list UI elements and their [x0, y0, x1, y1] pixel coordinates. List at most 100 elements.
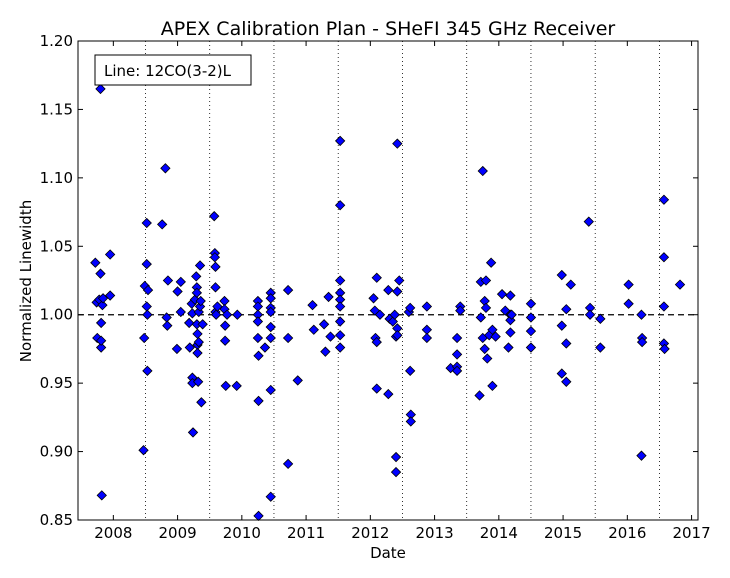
data-point [500, 305, 511, 316]
y-tick-label: 1.05 [40, 237, 73, 255]
data-point [141, 258, 152, 270]
data-point [141, 217, 152, 229]
data-points [90, 83, 686, 522]
data-point [392, 286, 403, 297]
data-point [405, 416, 416, 427]
data-point [392, 138, 403, 149]
data-point [334, 275, 346, 286]
data-point [308, 324, 319, 335]
data-point [231, 380, 242, 392]
data-point [480, 275, 492, 286]
data-point [371, 336, 382, 348]
data-point [374, 309, 386, 320]
y-tick-label: 1.15 [40, 100, 73, 118]
y-axis-label: Normalized Linewidth [17, 200, 35, 362]
data-point [556, 320, 567, 331]
data-point [210, 309, 222, 320]
data-point [184, 342, 195, 353]
data-point [172, 286, 183, 297]
x-tick-label: 2012 [351, 524, 389, 542]
data-point [221, 309, 233, 320]
data-point [485, 257, 497, 268]
legend-box [94, 54, 252, 86]
data-point [212, 301, 223, 312]
data-point [474, 390, 485, 401]
chart-title: APEX Calibration Plan - SHeFI 345 GHz Re… [161, 18, 616, 40]
data-point [194, 301, 206, 312]
y-tick-label: 1.20 [40, 32, 73, 50]
data-point [197, 319, 208, 330]
data-point [97, 299, 108, 311]
data-point [138, 445, 149, 456]
data-point [191, 271, 202, 282]
data-point [658, 301, 670, 312]
data-point [561, 376, 572, 387]
data-point [480, 302, 492, 314]
data-point [325, 331, 336, 342]
data-point [191, 287, 203, 298]
data-point [525, 312, 537, 323]
data-point [193, 306, 204, 318]
data-point [623, 298, 634, 309]
data-point [253, 395, 264, 407]
data-point [658, 252, 670, 263]
data-point [292, 375, 303, 386]
data-point [506, 309, 517, 320]
y-tick-label: 0.95 [40, 374, 73, 392]
data-point [334, 342, 346, 353]
data-point [175, 276, 186, 288]
y-tick-label: 1.10 [40, 169, 73, 187]
data-point [390, 466, 402, 478]
y-tick-label: 0.90 [40, 443, 73, 461]
data-point [187, 427, 199, 438]
data-point [157, 219, 168, 230]
data-point [210, 261, 221, 272]
data-point [95, 342, 107, 353]
data-point [97, 293, 109, 304]
data-point [210, 282, 221, 293]
data-point [219, 320, 231, 331]
data-point [455, 305, 466, 316]
data-point [265, 384, 276, 396]
axis-ticks [78, 40, 698, 521]
y-tick-label: 0.85 [40, 511, 73, 529]
data-point [392, 330, 403, 341]
data-point [96, 490, 107, 501]
data-point [659, 343, 670, 355]
data-point [487, 380, 498, 392]
data-point [451, 365, 463, 376]
data-point [95, 335, 107, 346]
x-tick-label: 2013 [415, 524, 453, 542]
data-point [307, 299, 318, 311]
data-point [383, 284, 394, 296]
x-tick-label: 2017 [672, 524, 710, 542]
data-point [90, 257, 101, 268]
data-point [421, 301, 433, 312]
x-tick-label: 2008 [94, 524, 132, 542]
data-point [265, 321, 276, 333]
data-point [139, 332, 150, 344]
data-point [334, 330, 346, 341]
data-point [371, 272, 382, 283]
data-point [162, 275, 174, 286]
x-tick-label: 2016 [608, 524, 646, 542]
data-point [194, 260, 206, 271]
data-point [183, 317, 195, 329]
data-point [583, 216, 594, 227]
data-point [195, 295, 206, 307]
x-tick-label: 2014 [480, 524, 518, 542]
data-point [505, 327, 516, 338]
data-point [192, 347, 203, 359]
data-point [479, 343, 490, 355]
data-point [505, 290, 516, 301]
tick-labels: 2008 2009 2010 2011 2012 2013 2014 2015 2016 2017… [40, 32, 711, 542]
data-point [334, 316, 346, 327]
data-point [219, 335, 231, 346]
data-point [477, 165, 488, 177]
data-point [193, 336, 204, 348]
data-point [595, 313, 606, 324]
data-point [175, 306, 186, 318]
data-point [265, 491, 276, 502]
data-point [282, 458, 294, 470]
